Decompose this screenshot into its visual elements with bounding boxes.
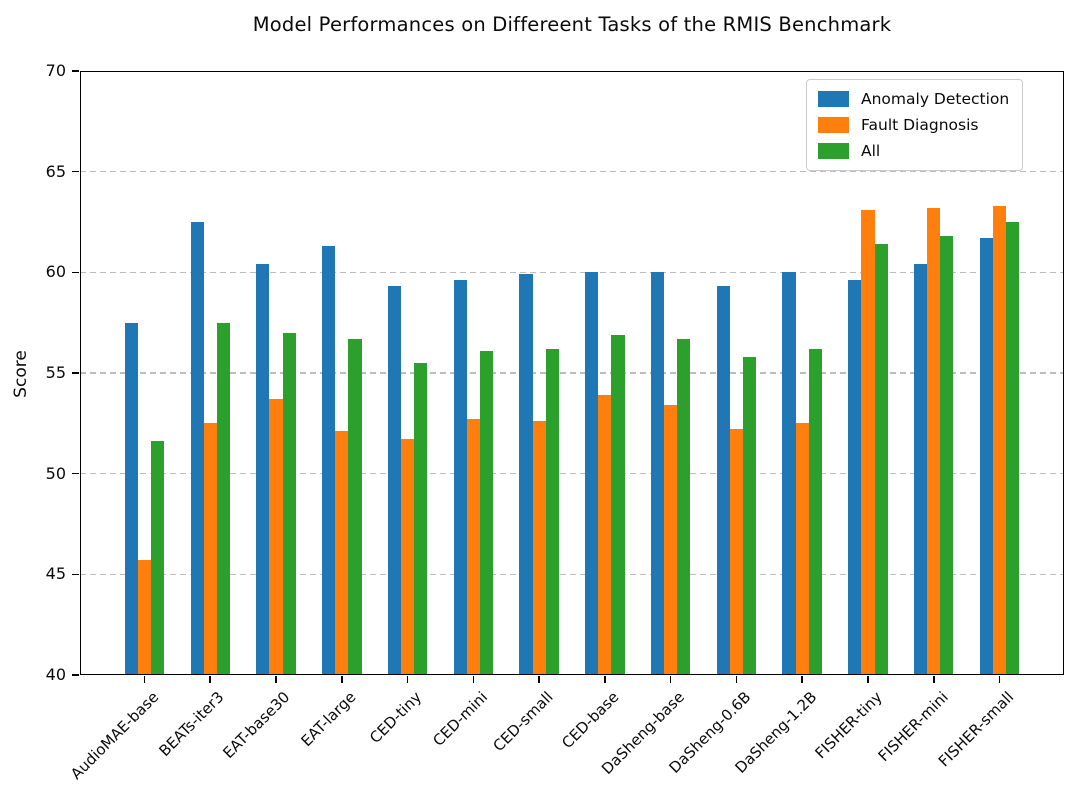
y-tick-mark: [72, 674, 79, 676]
x-tick-mark: [472, 676, 475, 683]
bar: [664, 405, 678, 675]
bar: [348, 338, 362, 675]
y-tick-label: 55: [45, 363, 66, 382]
bar: [387, 286, 401, 675]
gridline: [80, 271, 1064, 274]
bar: [611, 334, 625, 675]
legend-item: All: [818, 142, 1009, 160]
bar: [151, 441, 165, 675]
bar: [927, 207, 941, 675]
bar: [216, 322, 230, 675]
legend-label: Anomaly Detection: [861, 90, 1010, 108]
bar: [269, 399, 283, 675]
bar: [203, 423, 217, 675]
y-tick-mark: [72, 70, 79, 72]
bar: [992, 205, 1007, 675]
gridline: [80, 170, 1064, 173]
x-tick-mark: [735, 676, 738, 683]
bar: [598, 395, 612, 675]
y-tick-label: 40: [45, 665, 66, 684]
y-tick-mark: [72, 170, 79, 173]
x-tick-mark: [143, 676, 146, 683]
x-tick-mark: [604, 676, 606, 683]
bar: [545, 348, 559, 675]
y-tick-label: 70: [45, 61, 66, 80]
x-tick-label: BEATs-iter3: [156, 688, 228, 760]
bar: [650, 272, 665, 675]
bar: [466, 419, 480, 675]
x-tick-mark: [209, 676, 212, 683]
bar: [190, 222, 204, 675]
x-tick-mark: [998, 676, 1001, 683]
x-tick-label: CED-tiny: [366, 688, 426, 747]
bar: [940, 236, 954, 675]
bar: [400, 439, 415, 675]
bar: [414, 362, 428, 675]
gridline: [80, 372, 1064, 374]
legend-label: Fault Diagnosis: [861, 116, 979, 134]
y-tick-mark: [72, 372, 79, 374]
y-tick-mark: [72, 573, 79, 576]
x-tick-mark: [538, 676, 540, 683]
legend-label: All: [861, 142, 881, 160]
gridline: [80, 472, 1064, 475]
x-tick-label: CED-small: [489, 688, 557, 756]
x-tick-mark: [801, 676, 803, 683]
y-tick-label: 60: [45, 262, 66, 282]
bar: [585, 272, 599, 675]
bar: [256, 264, 270, 675]
bar: [322, 246, 336, 675]
bar: [848, 280, 862, 675]
y-tick-label: 45: [45, 564, 66, 584]
bar: [1006, 222, 1020, 675]
x-tick-mark: [867, 676, 869, 683]
y-tick-label: 50: [45, 463, 66, 483]
x-tick-mark: [669, 676, 672, 683]
legend-swatch: [818, 91, 849, 107]
x-tick-label: CED-mini: [429, 688, 492, 750]
x-tick-label: AudioMAE-base: [67, 688, 163, 784]
bar: [479, 350, 494, 675]
bar: [137, 560, 152, 675]
bar: [795, 423, 809, 675]
bar: [729, 429, 743, 675]
legend-item: Anomaly Detection: [818, 90, 1009, 108]
bar: [808, 348, 822, 675]
bar: [677, 338, 691, 675]
y-tick-label: 65: [45, 161, 66, 181]
bar: [914, 264, 928, 675]
bar: [861, 209, 875, 675]
y-tick-mark: [72, 472, 79, 475]
bar: [282, 332, 296, 675]
bar: [453, 280, 467, 675]
chart-title: Model Performances on Differeent Tasks o…: [252, 13, 892, 36]
bar: [782, 272, 796, 675]
y-tick-mark: [72, 271, 79, 274]
legend: Anomaly Detection Fault Diagnosis All: [806, 79, 1024, 171]
x-tick-label: CED-base: [558, 688, 623, 753]
x-tick-mark: [275, 676, 277, 683]
bar: [874, 244, 888, 675]
x-tick-mark: [406, 676, 409, 683]
legend-swatch: [818, 143, 849, 159]
bar: [124, 322, 138, 675]
bar: [743, 356, 757, 675]
x-tick-mark: [340, 676, 343, 683]
gridline: [80, 573, 1064, 576]
bar: [716, 286, 730, 675]
bar: [335, 431, 349, 675]
legend-item: Fault Diagnosis: [818, 116, 1009, 134]
bar: [979, 238, 993, 675]
x-tick-label: EAT-base30: [219, 688, 294, 762]
legend-swatch: [818, 117, 849, 133]
bar: [532, 421, 546, 675]
x-tick-mark: [932, 676, 935, 683]
bar: [519, 274, 533, 675]
x-tick-label: EAT-large: [297, 688, 360, 751]
